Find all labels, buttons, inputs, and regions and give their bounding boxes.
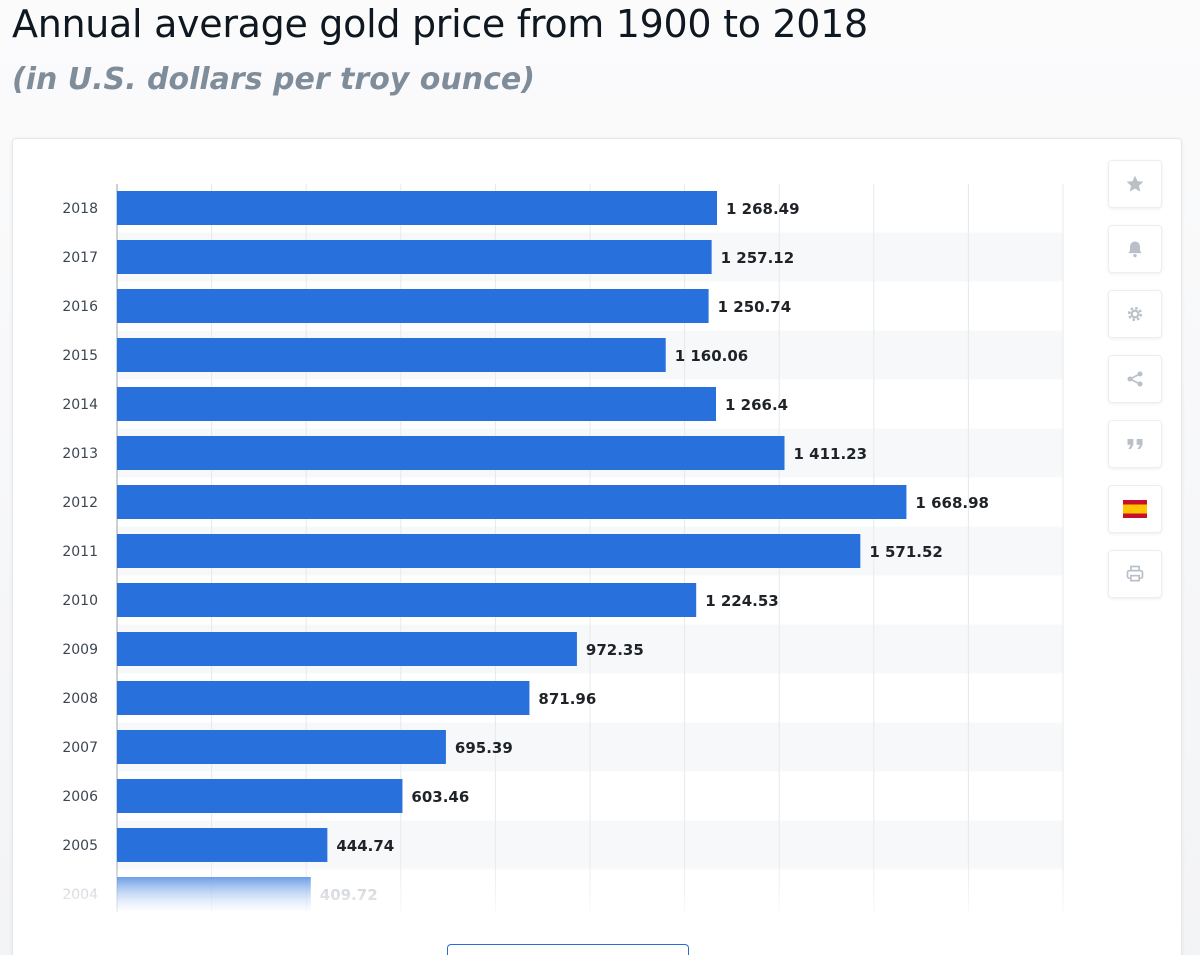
bar-2012[interactable]	[117, 485, 907, 519]
value-label-2006: 603.46	[411, 788, 469, 806]
share-icon	[1127, 371, 1143, 387]
value-label-2007: 695.39	[455, 739, 513, 757]
bar-2015[interactable]	[117, 338, 666, 372]
tick-label-2011: 2011	[62, 544, 98, 560]
quote-icon	[1127, 439, 1143, 449]
tick-label-2015: 2015	[62, 348, 98, 364]
bar-2010[interactable]	[117, 583, 697, 617]
page-title: Annual average gold price from 1900 to 2…	[12, 2, 868, 46]
bar-2011[interactable]	[117, 534, 861, 568]
show-more-button[interactable]	[447, 944, 689, 955]
bell-icon	[1128, 241, 1142, 258]
region-button[interactable]	[1108, 485, 1162, 533]
value-label-2018: 1 268.49	[726, 200, 800, 218]
notification-button[interactable]	[1108, 225, 1162, 273]
share-button[interactable]	[1108, 355, 1162, 403]
gear-icon	[1127, 306, 1143, 322]
star-icon	[1126, 175, 1144, 192]
tick-label-2018: 2018	[62, 201, 98, 217]
value-label-2017: 1 257.12	[721, 249, 795, 267]
bar-2009[interactable]	[117, 632, 577, 666]
value-label-2005: 444.74	[336, 837, 394, 855]
value-label-2008: 871.96	[538, 690, 596, 708]
bar-2014[interactable]	[117, 387, 717, 421]
cite-button[interactable]	[1108, 420, 1162, 468]
tick-label-2014: 2014	[62, 397, 98, 413]
settings-button[interactable]	[1108, 290, 1162, 338]
tick-label-2017: 2017	[62, 250, 98, 266]
favorite-button[interactable]	[1108, 160, 1162, 208]
tick-label-2013: 2013	[62, 446, 98, 462]
year-tick-labels: 2018 2017 2016 2015 2014 2013 2012 2011 2010 2009…	[62, 201, 98, 903]
tick-label-2010: 2010	[62, 593, 98, 609]
value-labels: 1 268.49 1 257.12 1 250.74 1 160.06 1 266.4 1…	[320, 200, 989, 904]
bar-2017[interactable]	[117, 240, 712, 274]
bar-2005[interactable]	[117, 828, 328, 862]
bar-2016[interactable]	[117, 289, 709, 323]
tick-label-2005: 2005	[62, 838, 98, 854]
bar-2004[interactable]	[117, 877, 311, 911]
tick-label-2006: 2006	[62, 789, 98, 805]
value-label-2010: 1 224.53	[705, 592, 779, 610]
tick-label-2004: 2004	[62, 887, 98, 903]
bar-2013[interactable]	[117, 436, 785, 470]
value-label-2009: 972.35	[586, 641, 644, 659]
bar-2018[interactable]	[117, 191, 717, 225]
value-label-2014: 1 266.4	[725, 396, 788, 414]
print-button[interactable]	[1108, 550, 1162, 598]
value-label-2011: 1 571.52	[869, 543, 943, 561]
value-label-2004: 409.72	[320, 886, 378, 904]
tick-label-2012: 2012	[62, 495, 98, 511]
value-label-2012: 1 668.98	[915, 494, 989, 512]
bar-2008[interactable]	[117, 681, 530, 715]
print-icon	[1126, 565, 1144, 582]
tick-label-2008: 2008	[62, 691, 98, 707]
value-label-2016: 1 250.74	[718, 298, 792, 316]
tick-label-2009: 2009	[62, 642, 98, 658]
bar-2007[interactable]	[117, 730, 446, 764]
bar-2006[interactable]	[117, 779, 403, 813]
page-subtitle: (in U.S. dollars per troy ounce)	[12, 62, 535, 97]
tick-label-2016: 2016	[62, 299, 98, 315]
chart-toolbar	[1108, 160, 1162, 615]
tick-label-2007: 2007	[62, 740, 98, 756]
value-label-2015: 1 160.06	[675, 347, 749, 365]
value-label-2013: 1 411.23	[794, 445, 868, 463]
bars	[117, 191, 907, 911]
spain-flag-icon	[1123, 500, 1147, 518]
